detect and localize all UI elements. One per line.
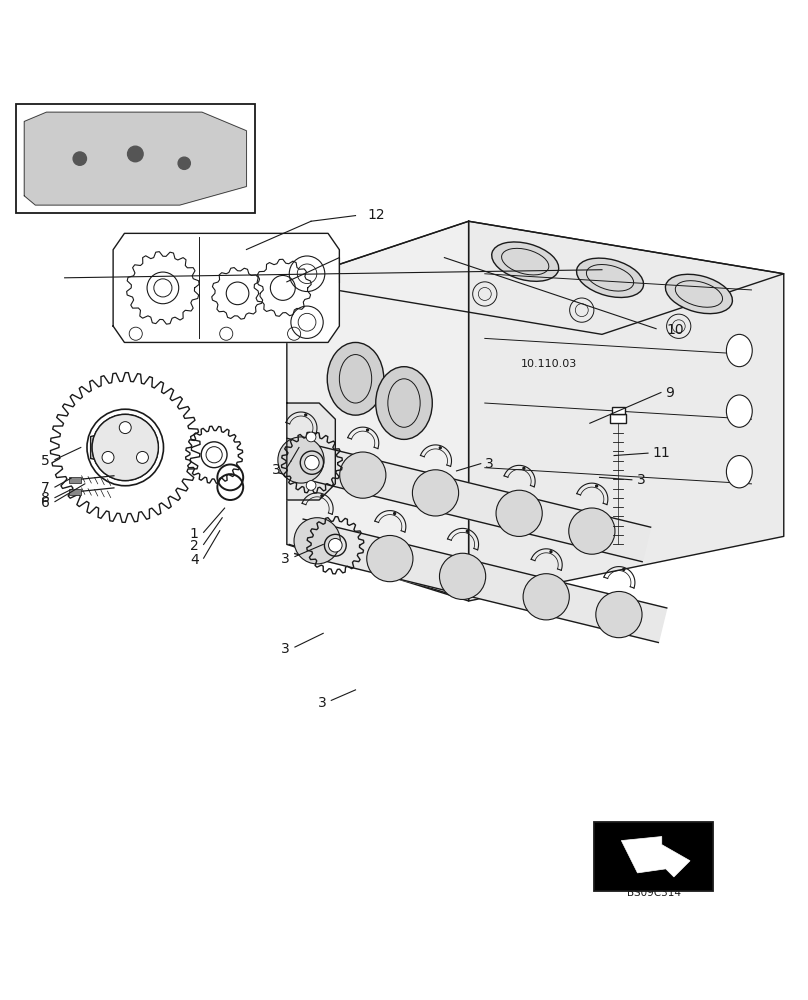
Ellipse shape: [726, 334, 752, 367]
Ellipse shape: [376, 367, 432, 439]
Polygon shape: [90, 427, 131, 468]
Text: 2: 2: [190, 539, 199, 553]
Polygon shape: [287, 221, 784, 334]
Polygon shape: [24, 112, 246, 205]
Text: 12: 12: [368, 208, 385, 222]
Circle shape: [306, 432, 316, 442]
Circle shape: [523, 574, 570, 620]
Circle shape: [412, 470, 459, 516]
Circle shape: [321, 495, 323, 497]
Bar: [594, 822, 713, 891]
Polygon shape: [113, 233, 339, 342]
Text: 3: 3: [637, 473, 646, 487]
Circle shape: [595, 591, 642, 638]
Circle shape: [73, 152, 86, 165]
Text: 3: 3: [272, 463, 281, 477]
Ellipse shape: [577, 258, 643, 297]
Circle shape: [496, 490, 542, 536]
Circle shape: [569, 508, 615, 554]
Bar: [69, 489, 81, 495]
Text: 3: 3: [318, 696, 326, 710]
Circle shape: [120, 422, 131, 434]
Circle shape: [137, 451, 149, 463]
Polygon shape: [469, 221, 784, 601]
Circle shape: [154, 279, 172, 297]
Text: 4: 4: [190, 553, 199, 567]
Bar: [612, 407, 625, 414]
Circle shape: [440, 447, 441, 449]
Circle shape: [440, 553, 486, 599]
Text: 3: 3: [280, 642, 289, 656]
Text: 8: 8: [41, 491, 50, 505]
Circle shape: [339, 452, 386, 498]
Text: 10: 10: [667, 323, 684, 337]
Ellipse shape: [327, 342, 384, 415]
Circle shape: [92, 414, 158, 481]
Circle shape: [206, 447, 222, 463]
Circle shape: [178, 157, 191, 169]
Circle shape: [306, 481, 316, 490]
Bar: [69, 477, 81, 483]
Polygon shape: [295, 519, 667, 643]
Circle shape: [623, 569, 625, 570]
Bar: [16, 104, 255, 213]
Circle shape: [306, 456, 316, 466]
Circle shape: [305, 455, 319, 470]
Text: 1: 1: [190, 527, 199, 541]
Text: 3: 3: [485, 457, 494, 471]
Bar: [610, 414, 626, 423]
Circle shape: [278, 437, 324, 483]
Polygon shape: [287, 403, 335, 500]
Circle shape: [367, 535, 413, 582]
Text: 10.110.03: 10.110.03: [521, 359, 578, 369]
Text: BS09C314: BS09C314: [627, 888, 680, 898]
Ellipse shape: [726, 395, 752, 427]
Ellipse shape: [666, 274, 732, 314]
Circle shape: [329, 538, 342, 552]
Text: 11: 11: [653, 446, 671, 460]
Circle shape: [102, 451, 114, 463]
Circle shape: [595, 485, 598, 487]
Polygon shape: [287, 221, 469, 601]
Circle shape: [305, 414, 307, 416]
Text: 6: 6: [41, 496, 50, 510]
Circle shape: [367, 429, 368, 431]
Ellipse shape: [492, 242, 558, 281]
Polygon shape: [279, 438, 650, 562]
Text: 3: 3: [280, 552, 289, 566]
Text: 9: 9: [665, 386, 674, 400]
Circle shape: [393, 513, 396, 514]
Circle shape: [523, 467, 525, 469]
Text: 7: 7: [41, 481, 50, 495]
Text: 5: 5: [41, 454, 50, 468]
Circle shape: [294, 518, 340, 564]
Circle shape: [466, 530, 469, 532]
Ellipse shape: [726, 456, 752, 488]
Circle shape: [550, 551, 552, 553]
Circle shape: [128, 146, 143, 162]
Polygon shape: [621, 837, 690, 877]
